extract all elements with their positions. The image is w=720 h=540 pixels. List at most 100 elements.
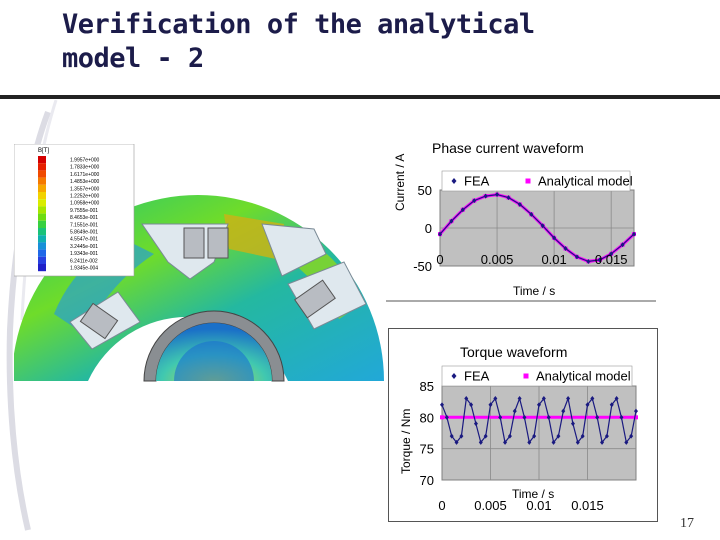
x-tick-label: 0.015 <box>595 252 628 267</box>
data-point <box>620 242 625 248</box>
y-axis-label: Torque / Nm <box>399 409 413 474</box>
title-underline <box>0 95 720 99</box>
legend-value: 1.7833e+000 <box>70 165 100 171</box>
x-tick-label: 0 <box>438 498 445 513</box>
data-point <box>556 433 561 439</box>
data-point <box>609 402 614 408</box>
legend-color-swatch <box>38 177 46 185</box>
y-tick-label: 80 <box>420 410 434 425</box>
x-tick-label: 0.01 <box>541 252 566 267</box>
data-point <box>506 195 511 201</box>
legend-entry: Analytical model <box>538 174 633 189</box>
data-point <box>495 192 500 198</box>
slide-title: Verification of the analytical model - 2 <box>62 9 535 74</box>
data-point <box>575 439 580 445</box>
fem-flux-density-plot: B[T] 1.9957e+0001.7833e+0001.6171e+0001.… <box>14 144 384 382</box>
fem-legend-title: B[T] <box>38 148 49 154</box>
data-point <box>541 396 546 402</box>
data-point <box>493 396 498 402</box>
data-point <box>634 408 638 414</box>
data-point <box>517 396 522 402</box>
legend-color-swatch <box>38 256 46 264</box>
data-point <box>632 231 636 237</box>
data-point <box>449 218 454 224</box>
legend-entry: Analytical model <box>536 369 631 384</box>
legend-color-swatch <box>38 184 46 192</box>
legend-value: 5.8649e-001 <box>70 230 98 236</box>
legend-value: 8.4653e-001 <box>70 215 98 221</box>
data-point <box>529 211 534 217</box>
legend-color-swatch <box>38 199 46 207</box>
data-point <box>532 433 537 439</box>
legend-value: 1.9345e-004 <box>70 266 98 272</box>
data-point <box>619 414 624 420</box>
data-point <box>585 402 590 408</box>
data-point <box>440 402 444 408</box>
data-point <box>552 235 557 241</box>
data-point <box>522 414 527 420</box>
legend-color-swatch <box>38 242 46 250</box>
legend-value: 3.2445e-001 <box>70 244 98 250</box>
data-point <box>586 258 591 264</box>
legend-value: 4.5547e-001 <box>70 237 98 243</box>
data-point <box>580 433 585 439</box>
data-point <box>629 433 634 439</box>
legend-color-swatch <box>38 249 46 257</box>
data-point <box>469 402 474 408</box>
legend-value: 1.9343e-001 <box>70 251 98 257</box>
data-point <box>459 433 464 439</box>
torque-chart: Torque waveform FEA Analytical model 0 0.00… <box>388 328 658 522</box>
legend-entry: FEA <box>464 174 490 189</box>
series-line <box>439 193 635 263</box>
data-point <box>440 415 444 420</box>
x-tick-label: 0 <box>436 252 443 267</box>
data-point <box>527 439 532 445</box>
x-axis-label: Time / s <box>513 284 555 298</box>
legend <box>441 170 631 192</box>
data-point <box>503 439 508 445</box>
legend-color-swatch <box>38 213 46 221</box>
legend-value: 1.2252e+000 <box>70 194 100 200</box>
legend-value: 1.6171e+000 <box>70 172 100 178</box>
data-point <box>624 439 629 445</box>
y-tick-label: 85 <box>420 379 434 394</box>
data-point <box>563 246 568 252</box>
data-point <box>483 193 488 199</box>
legend-color-swatch <box>38 163 46 171</box>
data-point <box>483 433 488 439</box>
plot-area: FEA Analytical model 0 0.005 0.01 0.015 85 80 75… <box>420 365 638 513</box>
data-point <box>614 396 619 402</box>
y-tick-label: 70 <box>420 473 434 488</box>
legend-marker <box>525 178 531 184</box>
data-point <box>597 257 602 263</box>
legend-color-swatch <box>38 264 46 272</box>
legend-marker <box>451 373 457 379</box>
data-point <box>473 421 478 427</box>
plot-area: FEA Analytical model 0 0.005 0.01 0.015 50 0 -50 <box>413 170 636 274</box>
data-point <box>517 201 522 207</box>
data-point <box>460 207 465 213</box>
data-point <box>438 231 442 237</box>
legend-value: 1.4853e+000 <box>70 179 100 185</box>
data-point <box>634 415 638 420</box>
data-point <box>574 254 579 260</box>
y-axis-label: Current / A <box>393 154 407 211</box>
legend-color-swatch <box>38 170 46 178</box>
legend <box>441 365 633 387</box>
data-point <box>609 251 614 257</box>
data-point <box>551 439 556 445</box>
data-point <box>478 439 483 445</box>
legend-value: 9.7555e-001 <box>70 208 98 214</box>
data-point <box>604 433 609 439</box>
chart-title: Phase current waveform <box>432 140 584 156</box>
page-number: 17 <box>680 516 694 531</box>
data-point <box>546 414 551 420</box>
data-point <box>600 439 605 445</box>
data-point <box>566 396 571 402</box>
legend-value: 1.0958e+000 <box>70 201 100 207</box>
data-point <box>570 421 575 427</box>
data-point <box>540 223 545 229</box>
y-tick-label: 50 <box>418 183 432 198</box>
data-point <box>464 396 469 402</box>
data-point <box>454 439 459 445</box>
